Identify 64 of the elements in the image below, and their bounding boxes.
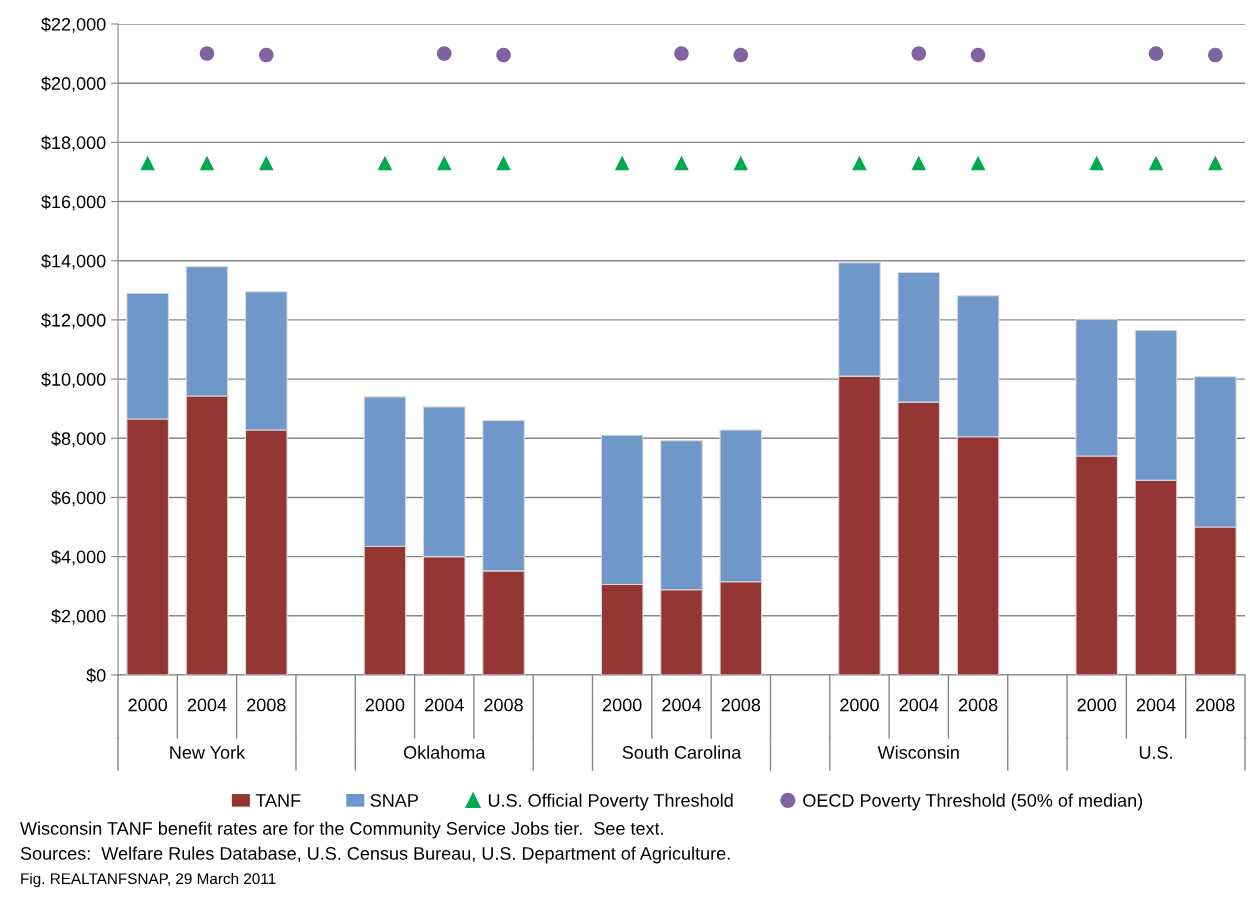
text: Oklahoma <box>403 745 486 759</box>
point <box>496 47 511 63</box>
x-tick-label: 2000 <box>128 698 168 712</box>
y-tick-label: $16,000 <box>41 194 106 211</box>
text: Fig. REALTANFSNAP, 29 March 2011 <box>21 872 276 888</box>
point <box>377 155 393 171</box>
point <box>259 155 274 171</box>
x-tick-label: 2004 <box>187 698 227 712</box>
legend-label: U.S. Official Poverty Threshold <box>488 793 733 811</box>
y-tick-label: $2,000 <box>51 608 106 625</box>
y-tick-label: $8,000 <box>51 431 106 448</box>
point <box>911 46 927 61</box>
y-tick-label: $10,000 <box>41 372 106 388</box>
point <box>911 155 927 171</box>
point <box>1089 155 1104 171</box>
x-tick-label: 2000 <box>840 698 879 712</box>
legend-label: SNAP <box>370 794 418 807</box>
source-note: Sources: Welfare Rules Database, U.S. Census Bureau, U.S. Department of Agriculture. <box>20 846 730 864</box>
point <box>140 155 155 171</box>
x-tick-label: 2004 <box>425 698 464 712</box>
legend-label: TANF <box>255 794 301 807</box>
point <box>1148 46 1164 61</box>
x-tick-label: 2004 <box>899 698 939 712</box>
y-tick-label: $12,000 <box>41 313 106 329</box>
y-tick-label: $6,000 <box>51 490 106 507</box>
point <box>1208 47 1223 63</box>
point <box>970 155 986 171</box>
text: South Carolina <box>622 745 742 759</box>
point <box>259 47 274 63</box>
x-tick-label: 2000 <box>365 698 405 712</box>
point <box>1208 155 1223 171</box>
x-tick-label: 2008 <box>1196 698 1235 712</box>
y-tick-label: $18,000 <box>41 135 106 152</box>
point <box>733 155 749 171</box>
point <box>970 47 986 63</box>
point <box>199 155 215 171</box>
y-tick-label: $14,000 <box>41 253 106 270</box>
text: U.S. <box>1139 746 1172 759</box>
point <box>674 155 689 171</box>
point <box>496 155 511 171</box>
point <box>674 46 689 61</box>
point <box>436 46 452 61</box>
point <box>436 155 452 171</box>
y-tick-label: $4,000 <box>51 549 106 566</box>
y-tick-label: $20,000 <box>41 76 106 93</box>
x-tick-label: 2008 <box>247 698 286 712</box>
x-tick-label: 2004 <box>662 698 702 712</box>
x-tick-label: 2008 <box>721 698 761 712</box>
text: New York <box>170 745 246 759</box>
x-tick-label: 2000 <box>1077 698 1117 712</box>
x-tick-label: 2008 <box>484 698 523 712</box>
text: Wisconsin TANF benefit rates are for the Community Service Jobs tier. See text. <box>20 821 663 839</box>
text: Wisconsin <box>877 745 959 759</box>
point <box>614 155 630 171</box>
x-tick-label: 2008 <box>958 698 998 712</box>
x-tick-label: 2004 <box>1136 698 1176 712</box>
y-tick-label: $22,000 <box>41 17 106 33</box>
legend-label: OECD Poverty Threshold (50% of median) <box>803 793 1143 811</box>
y-tick-label: $0 <box>86 668 106 683</box>
point <box>852 155 867 171</box>
point <box>733 47 749 63</box>
point <box>1148 155 1164 171</box>
x-tick-label: 2000 <box>603 698 642 712</box>
point <box>199 46 215 61</box>
